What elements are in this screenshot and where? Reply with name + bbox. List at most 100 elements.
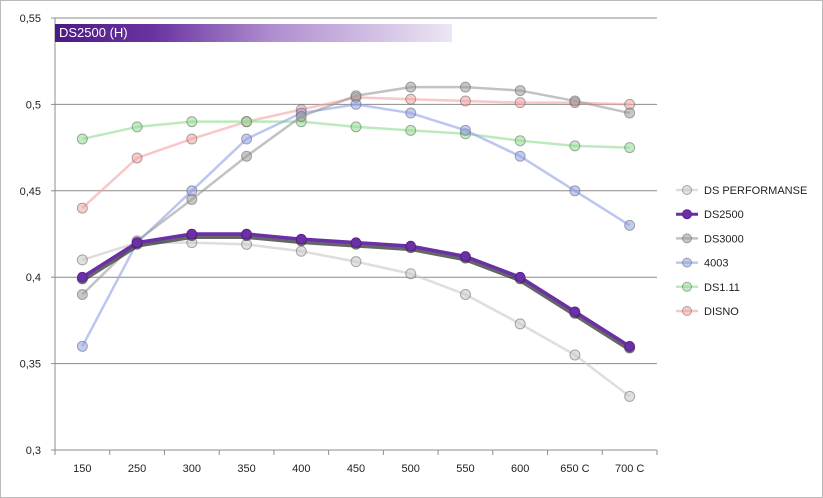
data-point [624,107,636,119]
y-tick-label: 0,5 [26,99,41,111]
legend-marker [682,185,692,195]
x-tick-label: 150 [73,463,91,475]
data-point [459,95,471,107]
series-line [81,103,631,347]
data-point [569,95,581,107]
data-point [405,81,417,93]
data-point [241,150,253,162]
x-tick-label: 400 [292,463,310,475]
series-4003 [76,98,636,352]
data-point [514,97,526,109]
data-point [350,237,362,248]
legend-marker [682,209,692,220]
legend-item: DISNO [676,306,739,318]
legend-label: DISNO [704,306,739,318]
axes [51,17,658,455]
data-point [624,341,635,352]
series-shadow [80,233,632,351]
x-tick-labels: 150 250 300 350 400 450 500 550 600 650 C 700 C [73,463,644,475]
data-point [569,140,581,152]
data-point [624,390,636,402]
data-point [241,228,252,240]
data-point [514,135,526,147]
legend-marker [682,281,692,292]
data-point [459,288,471,300]
data-point [77,271,88,283]
series-disno [76,91,636,214]
data-point [76,202,88,214]
data-point [241,116,253,128]
legend-marker [682,306,692,316]
legend: DS PERFORMANSE DS2500 DS3000 4003 DS1.11 DISN… [676,185,807,318]
data-point [295,233,307,245]
data-point [131,121,143,133]
data-point [295,245,307,257]
legend-item: DS1.11 [676,281,740,294]
data-point [186,133,198,145]
y-tick-label: 0,4 [26,272,41,284]
y-tick-label: 0,55 [20,13,41,25]
data-point [76,254,88,266]
data-point [350,256,362,268]
legend-label: DS2500 [704,209,744,221]
legend-item: DS PERFORMANSE [676,185,807,197]
data-point [350,90,362,102]
data-point [186,228,198,240]
data-point [459,124,471,136]
legend-marker [682,257,692,268]
x-tick-label: 300 [183,463,201,475]
series-line [81,232,631,348]
data-point [405,240,417,252]
x-tick-label: 650 C [560,463,589,475]
series-line [81,96,630,210]
data-point [624,219,636,231]
y-tick-label: 0,3 [26,445,41,457]
series-ds3000 [76,81,636,300]
data-point [624,142,636,154]
data-point [76,133,88,145]
legend-marker [682,233,692,244]
data-point [514,271,526,283]
x-tick-label: 500 [402,463,420,475]
chart-title-bar: DS2500 (H) [55,24,452,42]
data-point [131,237,143,248]
legend-label: 4003 [704,258,728,270]
legend-label: DS PERFORMANSE [704,185,807,197]
data-point [186,193,198,205]
data-point [569,349,581,361]
x-tick-label: 700 C [615,463,644,475]
legend-item: DS3000 [676,233,744,245]
x-tick-label: 350 [237,463,255,475]
data-point [76,340,88,352]
y-tick-labels: 0,3 0,35 0,4 0,45 0,5 0,55 [20,13,41,457]
data-point [295,110,307,122]
data-point [76,288,88,300]
series-layer [76,81,636,402]
data-point [514,318,526,330]
data-point [405,93,417,105]
data-point [569,306,581,318]
y-tick-label: 0,35 [20,359,41,371]
data-point [514,85,526,97]
x-tick-label: 450 [347,463,365,475]
data-point [405,268,417,280]
legend-label: DS1.11 [704,282,740,294]
legend-label: DS3000 [704,233,744,245]
x-tick-label: 600 [511,463,529,475]
x-tick-label: 550 [456,463,474,475]
chart-title: DS2500 (H) [59,25,128,40]
x-tick-label: 250 [128,463,146,475]
data-point [569,185,581,197]
legend-item: 4003 [676,257,728,270]
data-point [241,133,253,145]
data-point [459,81,471,93]
data-point [405,107,417,119]
legend-item: DS2500 [676,209,744,221]
data-point [514,150,526,162]
series-ds1-11 [76,116,636,154]
data-point [405,124,417,136]
data-point [131,152,143,164]
data-point [350,121,362,133]
gridlines [55,17,657,365]
